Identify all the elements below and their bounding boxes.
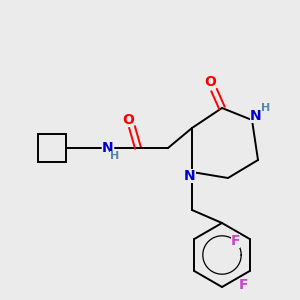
Text: H: H: [110, 151, 120, 161]
Text: N: N: [184, 169, 196, 183]
Text: O: O: [122, 113, 134, 127]
Text: H: H: [261, 103, 271, 113]
Text: F: F: [231, 234, 241, 248]
Text: O: O: [204, 75, 216, 89]
Text: N: N: [102, 141, 114, 155]
Text: F: F: [239, 278, 248, 292]
Text: N: N: [250, 109, 262, 123]
